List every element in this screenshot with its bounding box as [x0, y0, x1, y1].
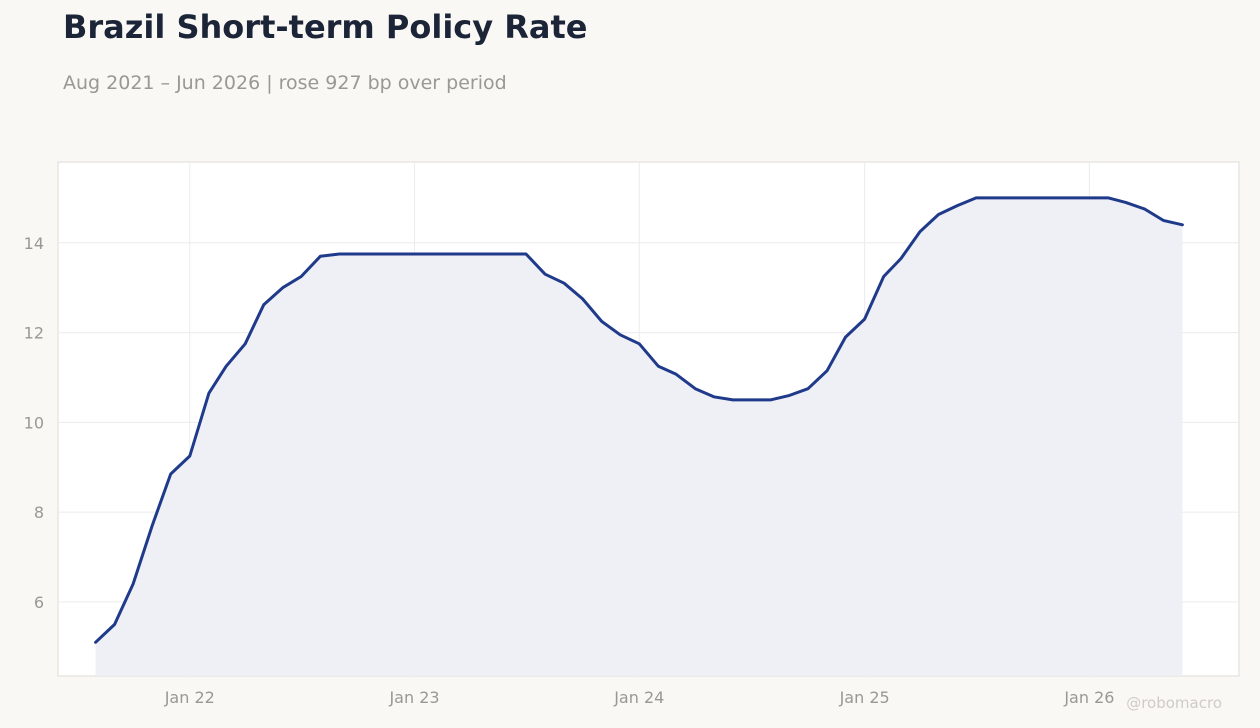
data-point	[1031, 196, 1034, 199]
x-tick-label: Jan 23	[388, 688, 439, 707]
data-point	[900, 257, 903, 260]
data-point	[132, 583, 135, 586]
data-point	[506, 253, 509, 256]
data-point	[1162, 219, 1165, 222]
data-point	[413, 253, 416, 256]
data-point	[694, 387, 697, 390]
series-line	[94, 196, 1184, 644]
data-point	[113, 623, 116, 626]
data-point	[262, 303, 265, 306]
data-point	[600, 320, 603, 323]
data-point	[994, 196, 997, 199]
x-tick-label: Jan 25	[839, 688, 890, 707]
data-point	[376, 253, 379, 256]
data-point	[394, 253, 397, 256]
data-point	[1069, 196, 1072, 199]
data-point	[937, 213, 940, 216]
data-point	[449, 253, 452, 256]
data-point	[468, 253, 471, 256]
data-point	[675, 373, 678, 376]
data-point	[525, 253, 528, 256]
data-point	[225, 365, 228, 368]
data-point	[338, 253, 341, 256]
series-area	[95, 197, 1183, 676]
y-tick-label: 8	[34, 503, 44, 522]
chart-subtitle: Aug 2021 – Jun 2026 | rose 927 bp over p…	[63, 72, 507, 94]
data-point	[1124, 201, 1127, 204]
data-point	[788, 394, 791, 397]
data-point	[1050, 196, 1053, 199]
data-point	[750, 398, 753, 401]
data-point	[581, 297, 584, 300]
data-point	[169, 473, 172, 476]
watermark: @robomacro	[1126, 694, 1222, 712]
data-point	[1181, 223, 1184, 226]
y-tick-label: 10	[24, 413, 44, 432]
data-point	[1013, 196, 1016, 199]
data-point	[356, 253, 359, 256]
data-point	[826, 369, 829, 372]
data-point	[975, 196, 978, 199]
data-point	[244, 342, 247, 345]
y-tick-label: 12	[24, 324, 44, 343]
data-point	[300, 275, 303, 278]
data-point	[281, 286, 284, 289]
data-point	[619, 333, 622, 336]
data-point	[319, 255, 322, 258]
data-point	[844, 336, 847, 339]
data-point	[712, 395, 715, 398]
data-point	[638, 342, 641, 345]
x-tick-label: Jan 24	[613, 688, 664, 707]
chart-title: Brazil Short-term Policy Rate	[63, 8, 588, 46]
data-point	[544, 273, 547, 276]
data-point	[563, 282, 566, 285]
data-point	[151, 524, 154, 527]
data-point	[94, 641, 97, 644]
data-point	[1143, 208, 1146, 211]
data-point	[956, 204, 959, 207]
data-point	[188, 455, 191, 458]
data-point	[1107, 196, 1110, 199]
data-point	[863, 318, 866, 321]
data-point	[769, 398, 772, 401]
data-point	[487, 253, 490, 256]
data-point	[207, 392, 210, 395]
data-point	[657, 365, 660, 368]
data-point	[882, 275, 885, 278]
x-tick-label: Jan 26	[1063, 688, 1114, 707]
data-point	[1088, 196, 1091, 199]
data-point	[807, 387, 810, 390]
data-point	[432, 253, 435, 256]
data-point	[731, 398, 734, 401]
y-tick-label: 14	[24, 234, 44, 253]
x-tick-label: Jan 22	[164, 688, 215, 707]
data-point	[919, 230, 922, 233]
y-tick-label: 6	[34, 593, 44, 612]
